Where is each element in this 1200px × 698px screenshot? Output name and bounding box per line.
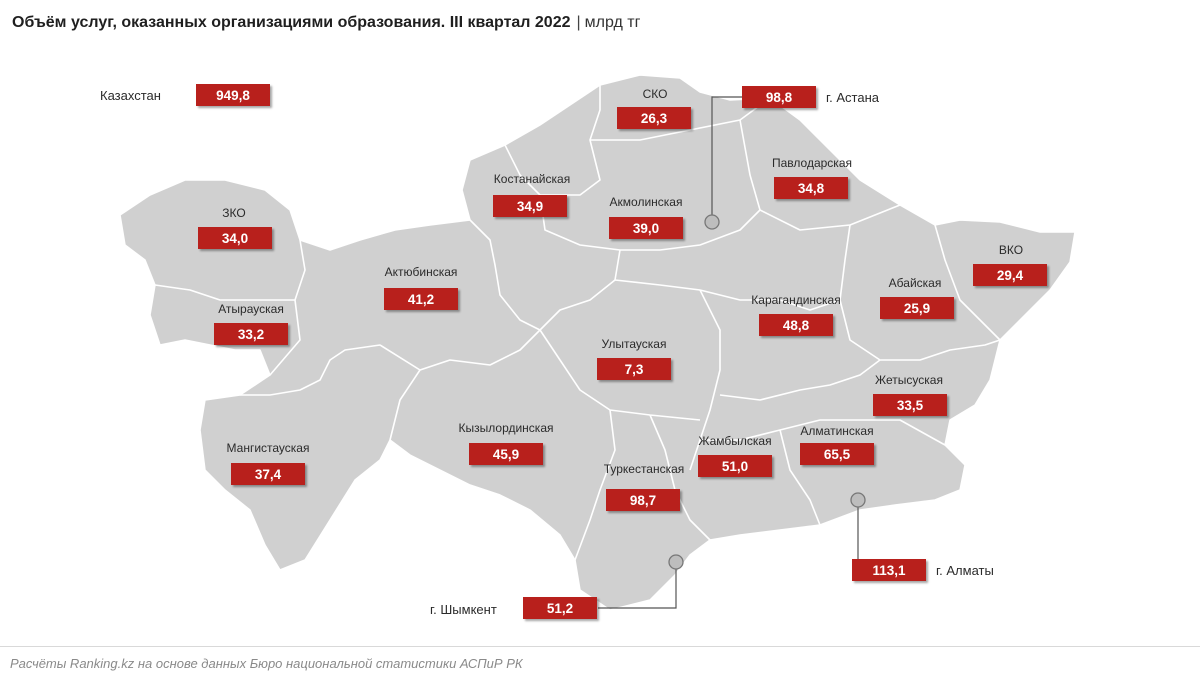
city-label-almaty: г. Алматы [936, 563, 994, 578]
city-label-astana: г. Астана [826, 90, 879, 105]
region-value-kyzylorda: 45,9 [469, 443, 543, 465]
region-label-kyzylorda: Кызылординская [458, 421, 554, 435]
region-value-aktobe: 41,2 [384, 288, 458, 310]
region-value-zhetysu: 33,5 [873, 394, 947, 416]
region-label-sko: СКО [642, 87, 668, 101]
region-label-turkestan: Туркестанская [603, 462, 685, 476]
region-value-ulytau: 7,3 [597, 358, 671, 380]
city-markers [668, 214, 866, 570]
region-value-turkestan: 98,7 [606, 489, 680, 511]
astana-marker [704, 214, 720, 230]
region-label-almaty-region: Алматинская [800, 424, 874, 438]
almaty-marker [850, 492, 866, 508]
city-value-astana: 98,8 [742, 86, 816, 108]
region-value-sko: 26,3 [617, 107, 691, 129]
astana-leader [711, 96, 742, 222]
region-label-karaganda: Карагандинская [751, 293, 841, 307]
region-value-kostanay: 34,9 [493, 195, 567, 217]
city-value-almaty: 113,1 [852, 559, 926, 581]
region-label-akmola: Акмолинская [609, 195, 683, 209]
region-value-abai: 25,9 [880, 297, 954, 319]
title-main: Объём услуг, оказанных организациями обр… [12, 14, 571, 31]
region-label-abai: Абайская [888, 276, 942, 290]
city-label-shymkent: г. Шымкент [430, 602, 497, 617]
total-label: Казахстан [100, 88, 161, 103]
title-unit: млрд тг [584, 14, 641, 31]
region-label-atyrau: Атырауская [218, 302, 284, 316]
region-value-karaganda: 48,8 [759, 314, 833, 336]
region-value-zko: 34,0 [198, 227, 272, 249]
region-label-zhambyl: Жамбылская [698, 434, 772, 448]
source-note: Расчёты Ranking.kz на основе данных Бюро… [10, 656, 523, 671]
title-separator: | [576, 14, 581, 31]
region-label-aktobe: Актюбинская [384, 265, 458, 279]
region-value-akmola: 39,0 [609, 217, 683, 239]
region-value-atyrau: 33,2 [214, 323, 288, 345]
footer-divider [0, 646, 1200, 647]
region-label-kostanay: Костанайская [493, 172, 571, 186]
region-borders [154, 85, 1001, 561]
region-value-vko: 29,4 [973, 264, 1047, 286]
region-value-pavlodar: 34,8 [774, 177, 848, 199]
shymkent-leader [598, 562, 677, 609]
chart-title: Объём услуг, оказанных организациями обр… [12, 14, 640, 32]
region-label-mangystau: Мангистауская [226, 441, 310, 455]
region-value-zhambyl: 51,0 [698, 455, 772, 477]
region-label-pavlodar: Павлодарская [772, 156, 852, 170]
region-label-zko: ЗКО [222, 206, 246, 220]
total-value: 949,8 [196, 84, 270, 106]
region-label-zhetysu: Жетысуская [875, 373, 943, 387]
shymkent-marker [668, 554, 684, 570]
region-label-vko: ВКО [998, 243, 1024, 257]
region-value-almaty-region: 65,5 [800, 443, 874, 465]
region-value-mangystau: 37,4 [231, 463, 305, 485]
city-value-shymkent: 51,2 [523, 597, 597, 619]
region-label-ulytau: Улытауская [601, 337, 667, 351]
